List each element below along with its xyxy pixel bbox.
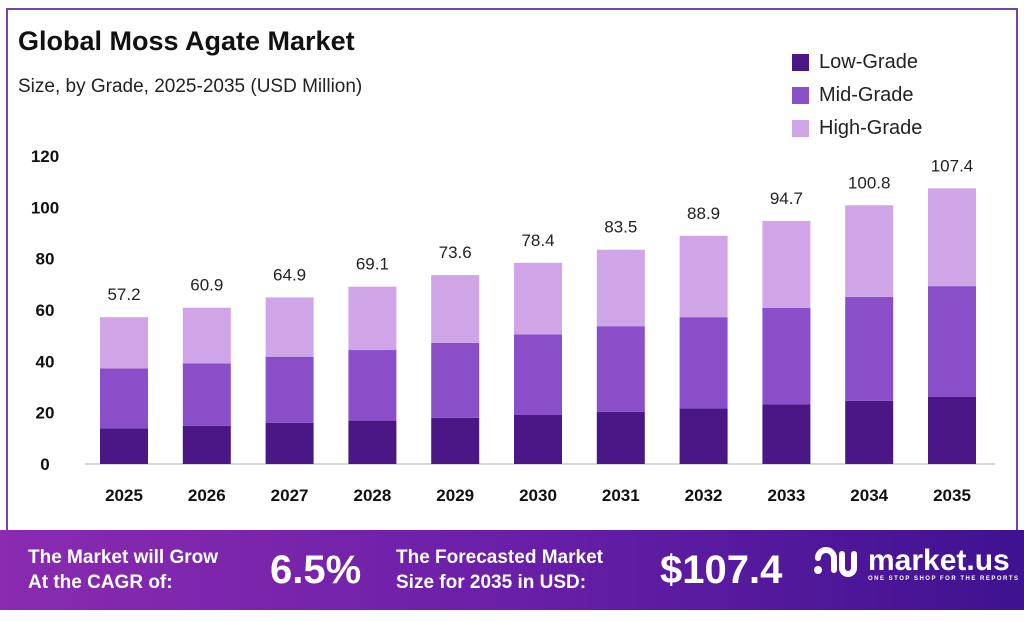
bar-segment-low-grade <box>762 404 811 464</box>
bar-segment-mid-grade <box>845 296 894 401</box>
total-label: 69.1 <box>356 255 389 274</box>
total-label: 64.9 <box>273 265 306 284</box>
y-tick-label: 80 <box>36 250 55 269</box>
bar-segment-low-grade <box>514 414 562 464</box>
y-tick-label: 0 <box>40 455 49 474</box>
logo-tagline: ONE STOP SHOP FOR THE REPORTS <box>868 576 1020 582</box>
forecast-label: The Forecasted Market Size for 2035 in US… <box>396 545 603 595</box>
legend-label: High-Grade <box>819 117 923 139</box>
y-tick-label: 40 <box>36 352 55 371</box>
bar-segment-low-grade <box>928 397 976 464</box>
forecast-label-line2: Size for 2035 in USD: <box>396 572 587 593</box>
bar-segment-mid-grade <box>265 356 314 423</box>
x-tick-label: 2025 <box>105 486 143 505</box>
cagr-label-line1: The Market will Grow <box>28 547 219 568</box>
bar-segment-high-grade <box>845 205 894 297</box>
total-label: 83.5 <box>604 218 637 237</box>
bar-segment-low-grade <box>182 425 231 464</box>
y-tick-label: 100 <box>31 198 59 217</box>
total-label: 100.8 <box>848 173 891 192</box>
chart-frame <box>6 8 1018 608</box>
x-tick-label: 2034 <box>850 486 888 505</box>
bar-segment-high-grade <box>100 317 148 369</box>
x-tick-label: 2033 <box>767 486 805 505</box>
footer-banner: The Market will Grow At the CAGR of: 6.5%… <box>0 530 1024 610</box>
legend-item-low-grade: Low-Grade <box>792 46 922 79</box>
total-label: 73.6 <box>439 243 472 262</box>
x-tick-label: 2026 <box>188 486 226 505</box>
legend-item-high-grade: High-Grade <box>792 112 922 145</box>
bar-segment-high-grade <box>928 188 976 287</box>
bar-segment-high-grade <box>431 275 480 343</box>
bar-segment-high-grade <box>182 307 231 364</box>
x-tick-label: 2029 <box>436 486 474 505</box>
chart-title: Global Moss Agate Market <box>18 26 355 56</box>
legend-item-mid-grade: Mid-Grade <box>792 79 922 112</box>
bar-segment-mid-grade <box>182 363 231 426</box>
bar-segment-high-grade <box>514 262 562 335</box>
bar-segment-mid-grade <box>514 334 562 415</box>
bar-segment-mid-grade <box>928 286 976 398</box>
legend: Low-Grade Mid-Grade High-Grade <box>792 46 922 145</box>
bar-segment-high-grade <box>596 249 645 327</box>
bar-segment-mid-grade <box>348 350 397 421</box>
legend-label: Low-Grade <box>819 51 918 73</box>
logo-name: market.us <box>868 544 1010 577</box>
x-tick-label: 2030 <box>519 486 557 505</box>
bar-segment-mid-grade <box>679 317 728 409</box>
cagr-value: 6.5% <box>270 548 362 592</box>
bar-segment-low-grade <box>100 428 148 464</box>
bar-segment-low-grade <box>679 408 728 464</box>
bar-segment-mid-grade <box>762 307 811 405</box>
logo-icon <box>814 547 857 577</box>
total-label: 78.4 <box>521 231 554 250</box>
bar-segment-high-grade <box>265 297 314 357</box>
bar-segment-high-grade <box>762 220 811 308</box>
legend-label: Mid-Grade <box>819 84 914 106</box>
bar-segment-mid-grade <box>100 368 148 429</box>
legend-swatch <box>792 87 809 104</box>
forecast-label-line1: The Forecasted Market <box>396 547 603 568</box>
chart-subtitle: Size, by Grade, 2025-2035 (USD Million) <box>18 76 363 97</box>
total-label: 60.9 <box>190 276 223 295</box>
total-label: 94.7 <box>770 189 803 208</box>
bar-segment-low-grade <box>265 422 314 464</box>
bar-chart: 0 20 40 60 80 100 120 57.2 2025 60.9 2026 64.9 2027 6… <box>31 147 995 505</box>
total-label: 57.2 <box>107 285 140 304</box>
legend-swatch <box>792 54 809 71</box>
x-tick-label: 2035 <box>933 486 971 505</box>
cagr-label-line2: At the CAGR of: <box>28 572 173 593</box>
y-tick-label: 120 <box>31 147 59 166</box>
market-us-logo: market.us ONE STOP SHOP FOR THE REPORTS <box>812 544 1020 584</box>
bar-segment-low-grade <box>596 411 645 464</box>
legend-swatch <box>792 120 809 137</box>
y-tick-label: 20 <box>36 404 55 423</box>
total-label: 107.4 <box>931 156 974 175</box>
bar-segment-mid-grade <box>596 326 645 412</box>
bar-segment-low-grade <box>431 417 480 464</box>
forecast-value: $107.4 <box>660 548 783 592</box>
bar-segment-low-grade <box>845 400 894 464</box>
x-tick-label: 2028 <box>353 486 391 505</box>
bar-segment-high-grade <box>679 235 728 318</box>
bar-segment-low-grade <box>348 420 397 464</box>
total-label: 88.9 <box>687 204 720 223</box>
y-tick-label: 60 <box>36 301 55 320</box>
bar-segment-high-grade <box>348 286 397 351</box>
cagr-label: The Market will Grow At the CAGR of: <box>28 545 218 595</box>
x-tick-label: 2031 <box>602 486 640 505</box>
x-tick-label: 2027 <box>271 486 309 505</box>
x-tick-label: 2032 <box>685 486 723 505</box>
bar-segment-mid-grade <box>431 342 480 418</box>
